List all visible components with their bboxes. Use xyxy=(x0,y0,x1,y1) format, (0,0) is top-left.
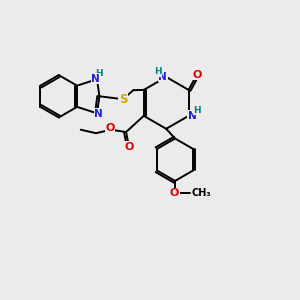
Text: H: H xyxy=(154,67,162,76)
Text: S: S xyxy=(119,93,127,106)
Text: N: N xyxy=(94,109,103,119)
Text: H: H xyxy=(193,106,201,115)
Text: N: N xyxy=(188,111,197,121)
Text: N: N xyxy=(91,74,100,84)
Text: O: O xyxy=(106,123,115,133)
Text: N: N xyxy=(158,72,167,82)
Text: O: O xyxy=(124,142,134,152)
Text: O: O xyxy=(170,188,179,198)
Text: H: H xyxy=(95,69,102,78)
Text: CH₃: CH₃ xyxy=(191,188,211,198)
Text: O: O xyxy=(192,70,202,80)
